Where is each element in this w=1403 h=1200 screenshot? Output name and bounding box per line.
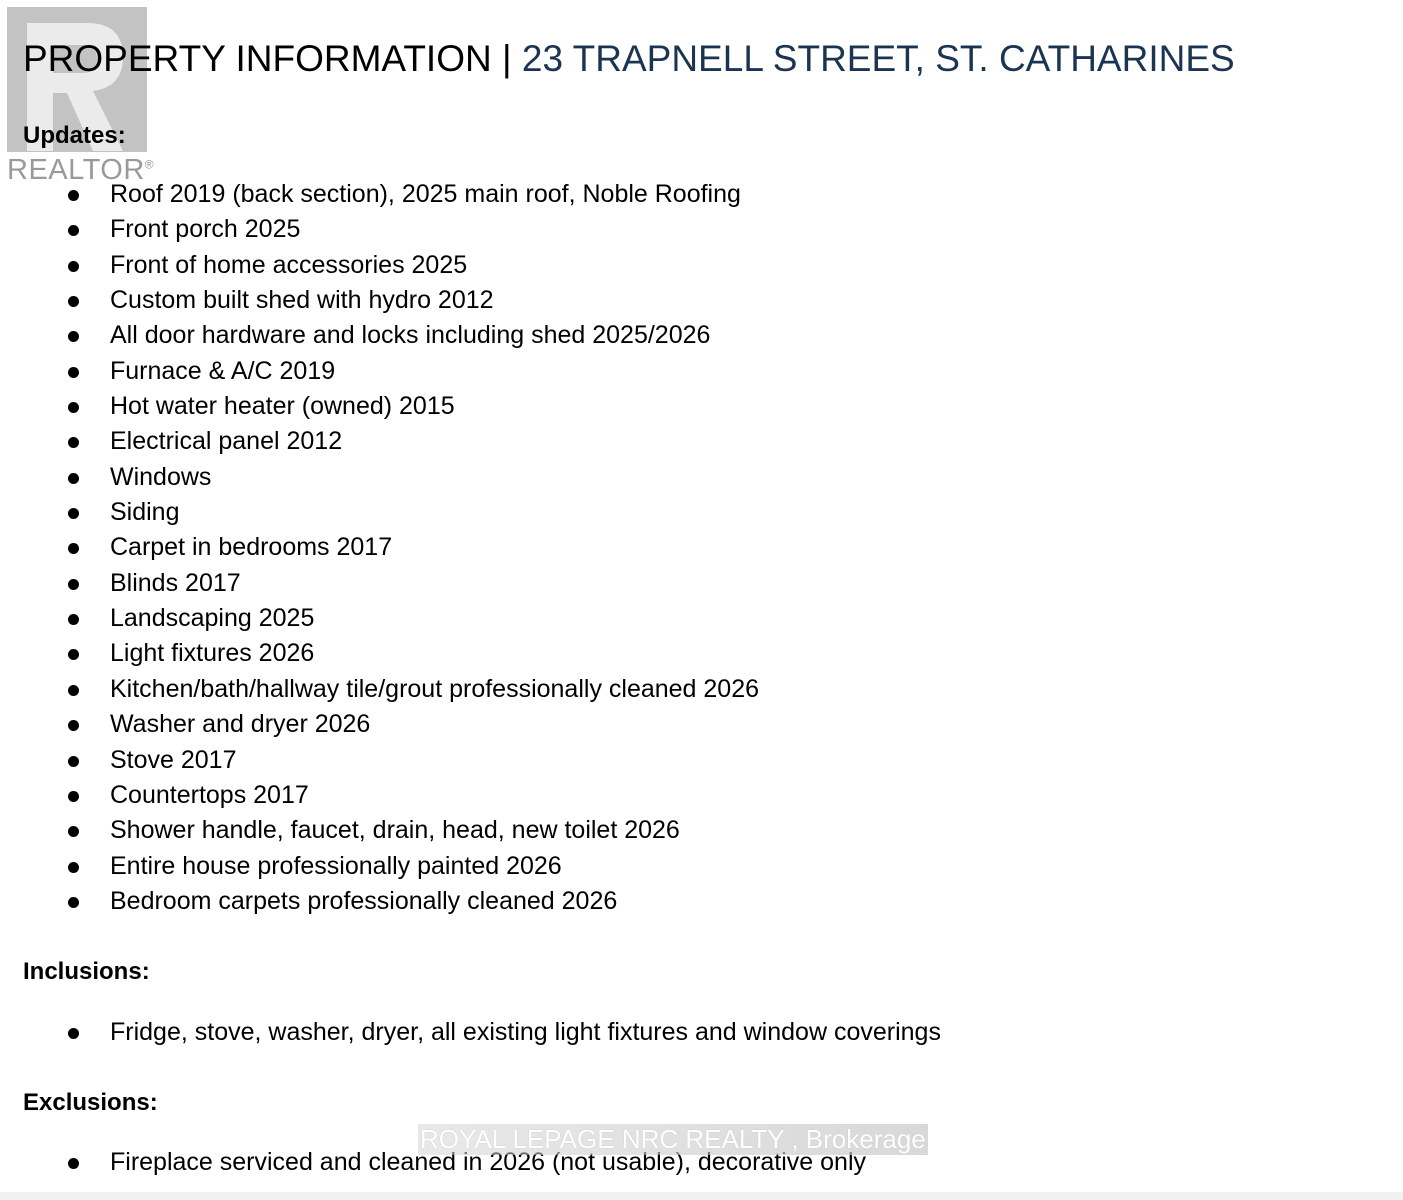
list-item: Kitchen/bath/hallway tile/grout professi… xyxy=(0,672,759,707)
list-item: Front porch 2025 xyxy=(0,212,759,247)
bullet-icon xyxy=(68,225,79,237)
list-item-text: Washer and dryer 2026 xyxy=(110,710,371,739)
list-item-text: Siding xyxy=(110,498,180,527)
bullet-icon xyxy=(68,1158,79,1169)
bullet-icon xyxy=(68,437,79,449)
bullet-icon xyxy=(68,260,79,272)
bullet-icon xyxy=(68,649,79,661)
list-item: Bedroom carpets professionally cleaned 2… xyxy=(0,884,759,919)
brokerage-watermark: ROYAL LEPAGE NRC REALTY , Brokerage xyxy=(418,1124,928,1155)
bullet-icon xyxy=(68,614,79,626)
inclusions-list: Fridge, stove, washer, dryer, all existi… xyxy=(0,1015,941,1050)
realtor-logo-text: REALTOR® xyxy=(7,154,155,186)
list-item: Washer and dryer 2026 xyxy=(0,707,759,742)
bullet-icon xyxy=(68,896,79,908)
property-address: 23 TRAPNELL STREET, ST. CATHARINES xyxy=(521,38,1235,79)
bullet-icon xyxy=(68,366,79,378)
bottom-edge xyxy=(0,1192,1403,1200)
list-item: Shower handle, faucet, drain, head, new … xyxy=(0,813,759,848)
list-item: Blinds 2017 xyxy=(0,566,759,601)
list-item: Custom built shed with hydro 2012 xyxy=(0,283,759,318)
list-item: Front of home accessories 2025 xyxy=(0,248,759,283)
list-item-text: Hot water heater (owned) 2015 xyxy=(110,392,455,421)
list-item: Electrical panel 2012 xyxy=(0,424,759,459)
list-item: Furnace & A/C 2019 xyxy=(0,354,759,389)
list-item-text: Landscaping 2025 xyxy=(110,604,315,633)
list-item: Landscaping 2025 xyxy=(0,601,759,636)
inclusions-heading: Inclusions: xyxy=(23,958,150,985)
list-item-text: Roof 2019 (back section), 2025 main roof… xyxy=(110,180,741,208)
list-item: Entire house professionally painted 2026 xyxy=(0,849,759,884)
bullet-icon xyxy=(68,1028,79,1039)
bullet-icon xyxy=(68,508,79,520)
bullet-icon xyxy=(68,720,79,732)
list-item-text: Countertops 2017 xyxy=(110,780,309,809)
list-item: Fridge, stove, washer, dryer, all existi… xyxy=(0,1015,941,1050)
list-item-text: Custom built shed with hydro 2012 xyxy=(110,286,494,315)
list-item-text: Bedroom carpets professionally cleaned 2… xyxy=(110,886,618,915)
list-item-text: Blinds 2017 xyxy=(110,568,241,597)
updates-list: Roof 2019 (back section), 2025 main roof… xyxy=(0,177,759,919)
page-title: PROPERTY INFORMATION | 23 TRAPNELL STREE… xyxy=(23,38,1235,79)
list-item: Siding xyxy=(0,495,759,530)
list-item: Stove 2017 xyxy=(0,743,759,778)
bullet-icon xyxy=(68,790,79,802)
bullet-icon xyxy=(68,826,79,838)
realtor-logo xyxy=(7,7,147,152)
updates-heading: Updates: xyxy=(23,122,126,149)
list-item-text: Light fixtures 2026 xyxy=(110,639,315,668)
list-item: Windows xyxy=(0,460,759,495)
list-item-text: All door hardware and locks including sh… xyxy=(110,321,711,350)
list-item-text: Shower handle, faucet, drain, head, new … xyxy=(110,816,680,845)
list-item-text: Front porch 2025 xyxy=(110,215,301,244)
list-item-text: Carpet in bedrooms 2017 xyxy=(110,533,393,562)
list-item: Roof 2019 (back section), 2025 main roof… xyxy=(0,177,759,212)
bullet-icon xyxy=(68,543,79,555)
list-item: Light fixtures 2026 xyxy=(0,636,759,671)
list-item-text: Fridge, stove, washer, dryer, all existi… xyxy=(110,1018,941,1046)
list-item: Hot water heater (owned) 2015 xyxy=(0,389,759,424)
bullet-icon xyxy=(68,684,79,696)
bullet-icon xyxy=(68,755,79,767)
bullet-icon xyxy=(68,296,79,308)
list-item-text: Stove 2017 xyxy=(110,745,237,774)
list-item: Countertops 2017 xyxy=(0,778,759,813)
bullet-icon xyxy=(68,402,79,414)
list-item-text: Electrical panel 2012 xyxy=(110,427,343,456)
realtor-r-icon xyxy=(27,23,123,151)
list-item-text: Furnace & A/C 2019 xyxy=(110,356,336,385)
bullet-icon xyxy=(68,472,79,484)
list-item-text: Entire house professionally painted 2026 xyxy=(110,851,562,880)
bullet-icon xyxy=(68,190,79,201)
list-item-text: Front of home accessories 2025 xyxy=(110,250,468,279)
list-item: All door hardware and locks including sh… xyxy=(0,318,759,353)
bullet-icon xyxy=(68,331,79,343)
list-item-text: Windows xyxy=(110,462,212,491)
list-item: Carpet in bedrooms 2017 xyxy=(0,530,759,565)
exclusions-heading: Exclusions: xyxy=(23,1089,158,1116)
bullet-icon xyxy=(68,861,79,873)
bullet-icon xyxy=(68,578,79,590)
list-item-text: Kitchen/bath/hallway tile/grout professi… xyxy=(110,674,760,703)
